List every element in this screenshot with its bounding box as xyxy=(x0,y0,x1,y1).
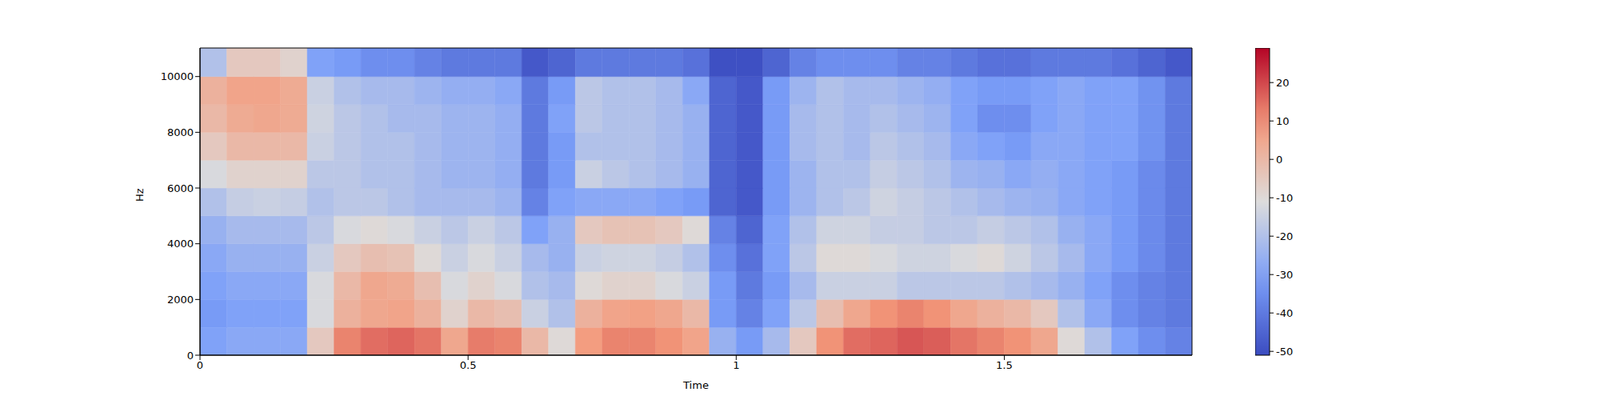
svg-text:-40: -40 xyxy=(1276,307,1293,320)
svg-text:0.5: 0.5 xyxy=(460,359,477,372)
svg-text:-20: -20 xyxy=(1276,230,1293,243)
svg-text:20: 20 xyxy=(1276,76,1290,89)
svg-text:-30: -30 xyxy=(1276,268,1293,281)
svg-text:10: 10 xyxy=(1276,115,1290,128)
svg-text:0: 0 xyxy=(196,359,204,372)
svg-text:2000: 2000 xyxy=(167,293,194,306)
svg-text:Time: Time xyxy=(682,379,709,392)
svg-text:Hz: Hz xyxy=(133,188,146,202)
svg-text:0: 0 xyxy=(1276,153,1283,166)
svg-text:6000: 6000 xyxy=(167,182,194,195)
svg-text:0: 0 xyxy=(187,349,194,362)
svg-text:-50: -50 xyxy=(1276,345,1293,358)
svg-text:1.5: 1.5 xyxy=(996,359,1013,372)
svg-text:10000: 10000 xyxy=(160,70,194,83)
svg-text:8000: 8000 xyxy=(167,126,194,139)
svg-text:-10: -10 xyxy=(1276,192,1293,204)
svg-text:4000: 4000 xyxy=(167,237,194,250)
svg-text:1: 1 xyxy=(732,359,740,372)
